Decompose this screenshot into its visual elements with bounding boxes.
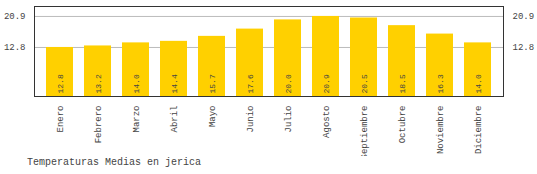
svg-text:16.3: 16.3 [436,74,445,93]
svg-text:14.4: 14.4 [170,74,179,93]
svg-text:20.9: 20.9 [322,74,331,93]
svg-text:20.0: 20.0 [284,74,293,93]
html-text:Temperaturas Medias en jerica: Temperaturas Medias en jerica [27,157,201,168]
svg-text:Febrero: Febrero [94,106,104,144]
svg-text:12.8: 12.8 [513,43,535,53]
svg-text:Noviembre: Noviembre [436,106,446,155]
svg-text:14.0: 14.0 [132,74,141,93]
svg-text:12.8: 12.8 [4,43,26,53]
svg-text:20.5: 20.5 [360,74,369,93]
svg-text:18.5: 18.5 [398,74,407,93]
svg-text:20.9: 20.9 [4,12,26,22]
svg-text:Junio: Junio [246,106,256,133]
svg-text:14.0: 14.0 [474,74,483,93]
svg-text:20.9: 20.9 [513,12,535,22]
svg-text:Agosto: Agosto [322,106,332,138]
svg-text:Octubre: Octubre [398,106,408,144]
svg-text:Mayo: Mayo [208,106,218,128]
svg-text:Septiembre: Septiembre [360,106,370,157]
svg-text:Marzo: Marzo [132,106,142,133]
svg-text:Enero: Enero [56,106,66,133]
svg-text:Abril: Abril [170,106,180,133]
svg-text:17.6: 17.6 [246,74,255,93]
svg-text:13.2: 13.2 [94,74,103,93]
svg-text:12.8: 12.8 [56,74,65,93]
svg-text:Diciembre: Diciembre [474,106,484,155]
svg-text:Julio: Julio [284,106,294,133]
svg-text:15.7: 15.7 [208,74,217,93]
